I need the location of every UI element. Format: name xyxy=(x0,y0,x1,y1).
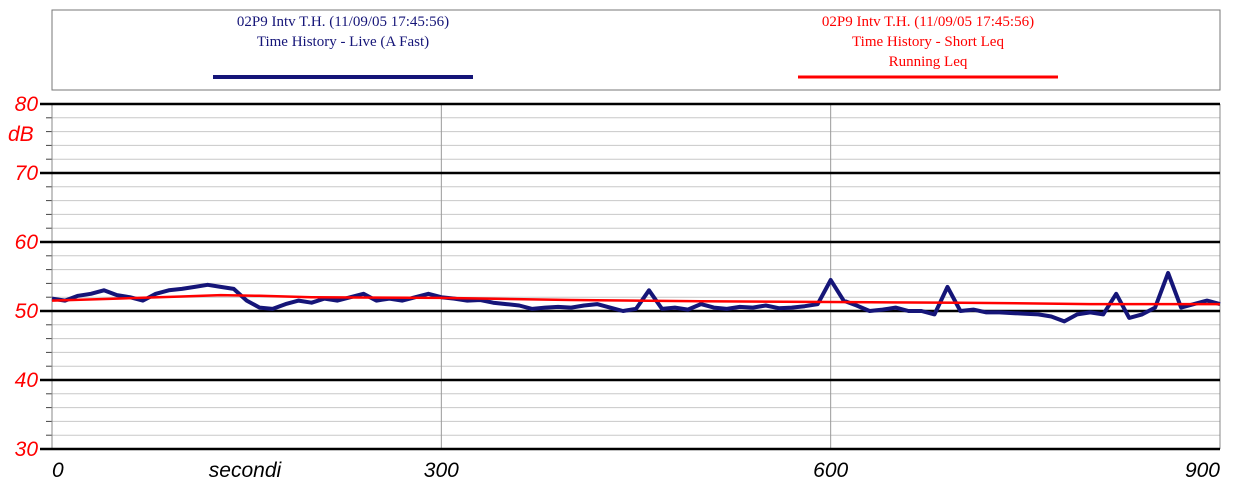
legend-label: Time History - Live (A Fast) xyxy=(257,34,429,50)
x-tick-label: 300 xyxy=(424,459,459,482)
x-tick-label: 900 xyxy=(1185,459,1220,482)
x-axis-label: secondi xyxy=(209,459,283,482)
y-tick-label: 80 xyxy=(15,93,39,116)
legend-title: 02P9 Intv T.H. (11/09/05 17:45:56) xyxy=(822,14,1034,30)
x-tick-label: 0 xyxy=(52,459,64,482)
x-tick-label: 600 xyxy=(813,459,848,482)
legend-title: 02P9 Intv T.H. (11/09/05 17:45:56) xyxy=(237,14,449,30)
legend-label: Time History - Short Leq xyxy=(852,34,1004,50)
y-tick-label: 50 xyxy=(15,300,39,323)
y-tick-label: 30 xyxy=(15,438,39,461)
y-tick-label: 60 xyxy=(15,231,39,254)
y-axis-label: dB xyxy=(8,123,34,146)
y-tick-label: 70 xyxy=(15,162,39,185)
line-series xyxy=(51,271,1221,324)
y-tick-label: 40 xyxy=(15,369,39,392)
line-series xyxy=(51,293,1220,306)
legend-note: Running Leq xyxy=(889,54,968,70)
